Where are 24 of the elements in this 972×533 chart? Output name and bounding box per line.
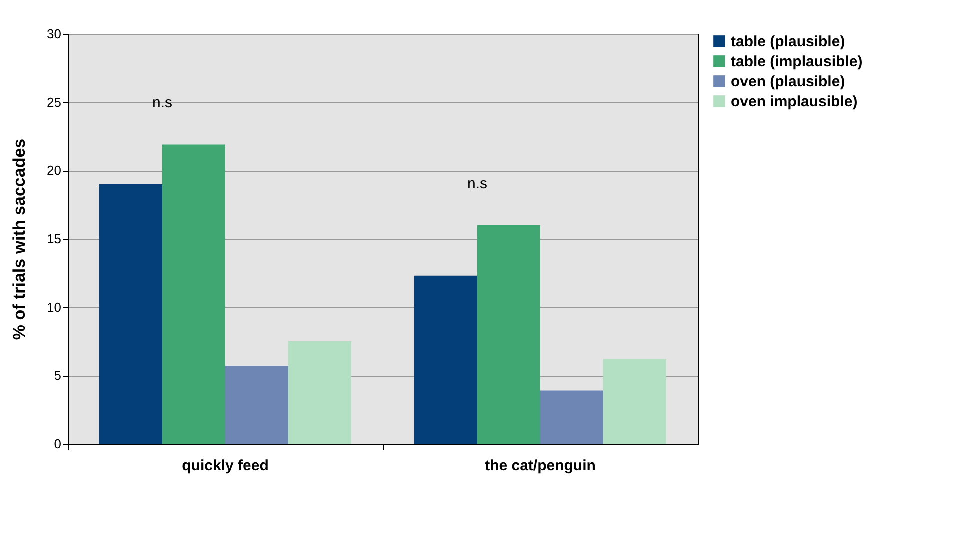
legend-label: table (plausible)	[731, 34, 846, 50]
bar	[100, 184, 162, 444]
bar	[414, 276, 478, 444]
x-tick-label: quickly feed	[182, 458, 269, 474]
x-tick-label: the cat/penguin	[485, 458, 596, 474]
legend-label: oven implausible)	[731, 94, 858, 110]
legend-label: oven (plausible)	[731, 74, 846, 90]
bar	[604, 359, 666, 444]
annotation: n.s	[152, 94, 173, 112]
y-tick-label: 0	[54, 436, 62, 452]
legend-label: table (implausible)	[731, 54, 863, 70]
bar	[226, 366, 288, 444]
y-tick-label: 30	[47, 26, 62, 42]
bar	[288, 342, 352, 444]
bar	[478, 225, 540, 444]
annotation: n.s	[467, 175, 488, 192]
bar	[540, 390, 604, 444]
y-tick-label: 10	[47, 300, 62, 315]
y-axis-title: % of trials with saccades	[10, 138, 30, 340]
y-tick-label: 15	[47, 232, 62, 246]
bar	[162, 144, 226, 444]
y-tick-label: 20	[47, 163, 62, 178]
y-tick-label: 25	[47, 94, 62, 110]
y-tick-label: 5	[54, 368, 62, 384]
